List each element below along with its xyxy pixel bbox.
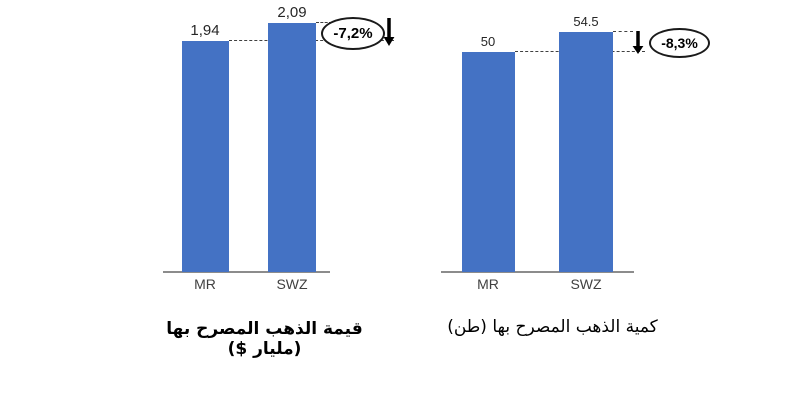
down-arrow-icon	[632, 31, 644, 54]
category-label-mr: MR	[194, 276, 216, 292]
chart-gold-value: 1,94 2,09 MR SWZ -7,2% قيمة الذهب المصرح…	[163, 0, 395, 420]
value-label-swz: 2,09	[277, 4, 307, 21]
dashed-line-swz-level	[613, 31, 633, 32]
change-badge: -8,3%	[649, 28, 710, 58]
bar-mr	[462, 52, 515, 272]
bar-mr	[182, 41, 229, 272]
category-label-swz: SWZ	[570, 276, 602, 292]
chart-title: كمية الذهب المصرح بها (طن)	[447, 317, 658, 337]
category-label-swz: SWZ	[276, 276, 308, 292]
chart-gold-quantity: 50 54.5 MR SWZ -8,3% كمية الذهب المصرح ب…	[441, 0, 710, 420]
change-label: -7,2%	[333, 25, 373, 42]
value-label-mr: 50	[480, 34, 496, 49]
value-label-mr: 1,94	[190, 22, 220, 39]
change-label: -8,3%	[661, 35, 698, 51]
change-badge: -7,2%	[321, 17, 385, 50]
value-label-swz: 54.5	[573, 14, 599, 29]
down-arrow-icon	[383, 18, 395, 46]
dashed-line-swz-level	[316, 22, 332, 23]
chart-title: قيمة الذهب المصرح بها (مليار $)	[166, 319, 363, 359]
category-label-mr: MR	[477, 276, 499, 292]
bar-swz	[559, 32, 613, 272]
x-axis-line	[163, 271, 330, 273]
x-axis-line	[441, 271, 634, 273]
bar-swz	[268, 23, 316, 272]
